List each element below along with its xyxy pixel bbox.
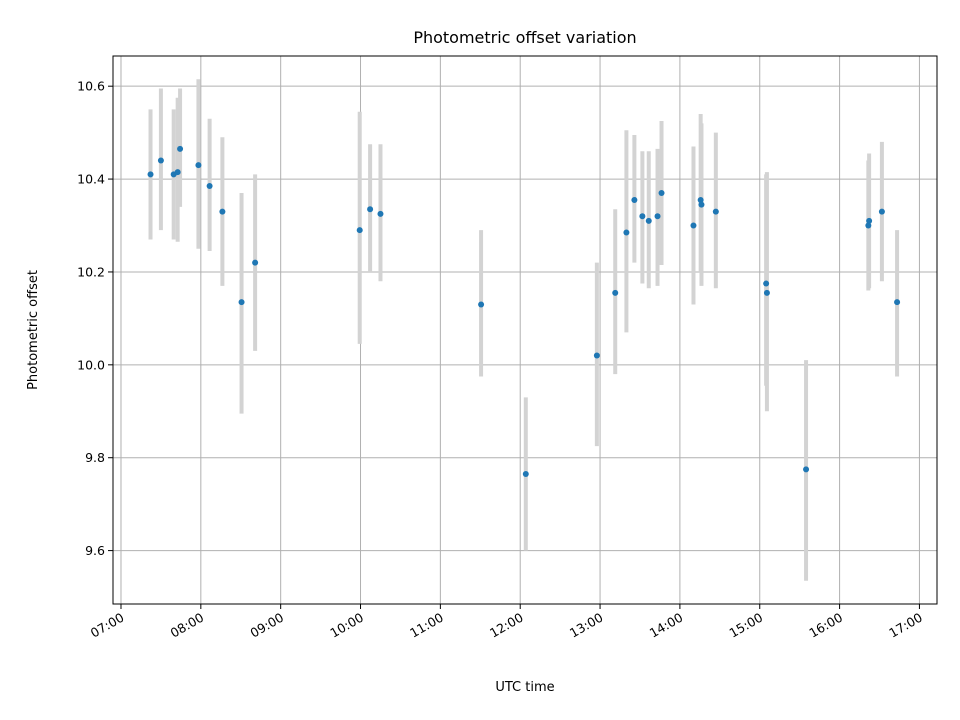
data-point	[763, 280, 770, 287]
data-point	[356, 227, 363, 234]
data-point	[639, 213, 646, 220]
data-point	[177, 145, 184, 152]
data-point	[763, 289, 770, 296]
data-point	[478, 301, 485, 308]
data-point	[865, 222, 872, 229]
data-point	[697, 196, 704, 203]
y-tick-label: 10.4	[77, 172, 105, 187]
data-point	[623, 229, 630, 236]
y-tick-label: 9.8	[85, 450, 105, 465]
data-point	[219, 208, 226, 215]
data-point	[147, 171, 154, 178]
data-point	[252, 259, 259, 266]
data-point	[206, 183, 213, 190]
data-point	[612, 289, 619, 296]
data-point	[195, 162, 202, 169]
data-point	[654, 213, 661, 220]
data-point	[690, 222, 697, 229]
data-point	[367, 206, 374, 213]
data-point	[866, 217, 873, 224]
y-axis-label: Photometric offset	[26, 270, 41, 390]
y-tick-label: 10.6	[77, 79, 105, 94]
chart-title: Photometric offset variation	[413, 28, 636, 47]
data-point	[894, 299, 901, 306]
data-point	[593, 352, 600, 359]
data-point	[631, 196, 638, 203]
data-point	[522, 470, 529, 477]
data-point	[645, 217, 652, 224]
data-point	[698, 201, 705, 208]
data-point	[157, 157, 164, 164]
x-axis-label: UTC time	[495, 680, 554, 695]
y-tick-label: 10.2	[77, 264, 105, 279]
y-tick-label: 9.6	[85, 543, 105, 558]
data-point	[878, 208, 885, 215]
data-point	[803, 466, 810, 473]
data-point	[658, 190, 665, 196]
grid	[113, 56, 937, 604]
data-point	[377, 210, 384, 217]
data-point	[238, 299, 245, 306]
y-tick-label: 10.0	[77, 357, 105, 372]
data-points	[147, 145, 901, 477]
data-point	[712, 208, 719, 215]
plot-frame	[112, 55, 938, 605]
data-point	[174, 169, 181, 176]
